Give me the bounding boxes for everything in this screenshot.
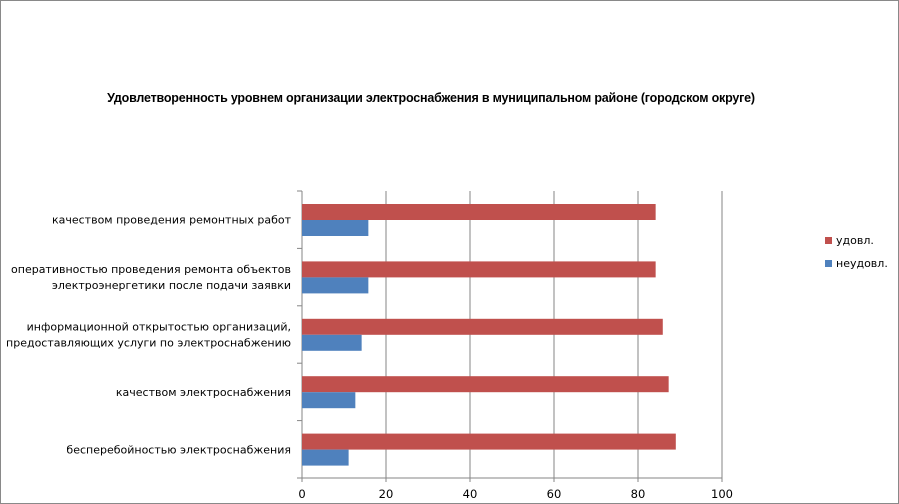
bar-unsatisfied [302, 220, 369, 236]
bar-unsatisfied [302, 334, 362, 351]
x-tick-label: 0 [298, 487, 305, 501]
bar-unsatisfied [302, 449, 349, 466]
category-label: предоставляющих услуги по электроснабжен… [6, 337, 291, 350]
x-tick-label: 20 [379, 487, 394, 501]
legend-label: неудовл. [836, 257, 888, 270]
legend-swatch [825, 260, 832, 267]
category-label: качеством электроснабжения [116, 386, 291, 399]
chart-title: Удовлетворенность уровнем организации эл… [107, 91, 755, 105]
x-tick-label: 60 [547, 487, 562, 501]
bar-satisfied [302, 261, 656, 278]
category-label: качеством проведения ремонтных работ [52, 214, 292, 227]
bar-unsatisfied [302, 277, 369, 294]
category-label: электроэнергетики после подачи заявки [52, 279, 291, 292]
category-label: информационной открытостью организаций, [27, 321, 291, 334]
x-tick-label: 100 [711, 487, 733, 501]
bar-satisfied [302, 204, 656, 220]
bar-satisfied [302, 318, 663, 335]
bar-satisfied [302, 433, 676, 450]
legend-swatch [825, 237, 832, 244]
x-tick-label: 40 [463, 487, 478, 501]
category-label: бесперебойностью электроснабжения [66, 443, 291, 456]
bar-satisfied [302, 376, 669, 393]
bar-unsatisfied [302, 392, 356, 409]
category-label: оперативностью проведения ремонта объект… [11, 263, 291, 276]
legend-label: удовл. [836, 234, 874, 247]
x-tick-label: 80 [631, 487, 646, 501]
